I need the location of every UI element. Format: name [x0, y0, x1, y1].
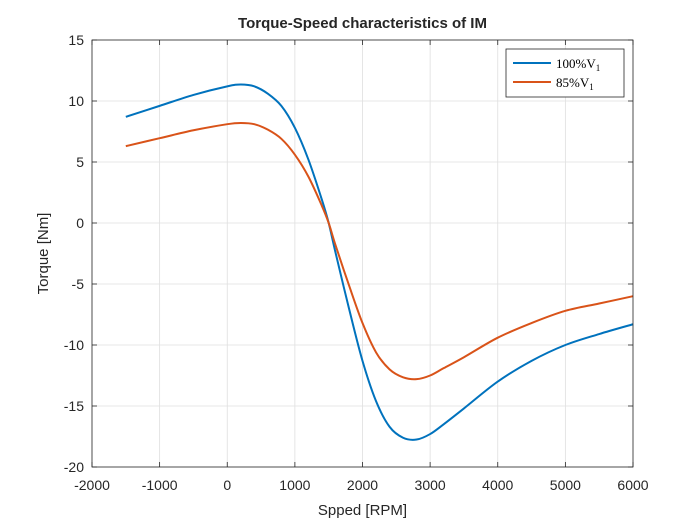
y-tick-label: -10	[64, 337, 84, 353]
x-axis-label: Spped [RPM]	[318, 502, 407, 519]
chart-title: Torque-Speed characteristics of IM	[238, 15, 487, 32]
y-axis-label: Torque [Nm]	[35, 213, 52, 295]
x-tick-label: 0	[223, 477, 231, 493]
x-tick-label: -1000	[142, 477, 178, 493]
x-tick-label: 5000	[550, 477, 581, 493]
x-tick-label: 2000	[347, 477, 378, 493]
y-tick-label: 10	[68, 93, 84, 109]
x-tick-label: -2000	[74, 477, 110, 493]
y-tick-label: 5	[76, 154, 84, 170]
legend-box	[505, 48, 625, 98]
legend-label-main: 85%V	[556, 75, 590, 90]
y-tick-label: -15	[64, 398, 84, 414]
y-tick-label: 0	[76, 215, 84, 231]
legend-label-2: 85%V1	[556, 75, 594, 92]
x-tick-label: 1000	[279, 477, 310, 493]
legend-label-1: 100%V1	[556, 56, 600, 73]
series-line-1	[125, 83, 634, 441]
x-tick-label: 4000	[482, 477, 513, 493]
x-tick-label: 3000	[415, 477, 446, 493]
x-tick-label: 6000	[617, 477, 648, 493]
axis-ticks: -2000 -1000 0 1000 2000 3000 4000 5000 6000 -20 -1…	[64, 32, 649, 493]
series-line-2	[125, 121, 634, 381]
series-lines	[125, 83, 634, 441]
legend-label-subscript: 1	[589, 82, 594, 92]
legend-label-main: 100%V	[556, 56, 596, 71]
y-tick-label: 15	[68, 32, 84, 48]
legend-label-subscript: 1	[596, 63, 601, 73]
y-tick-label: -20	[64, 459, 84, 475]
y-tick-label: -5	[72, 276, 85, 292]
